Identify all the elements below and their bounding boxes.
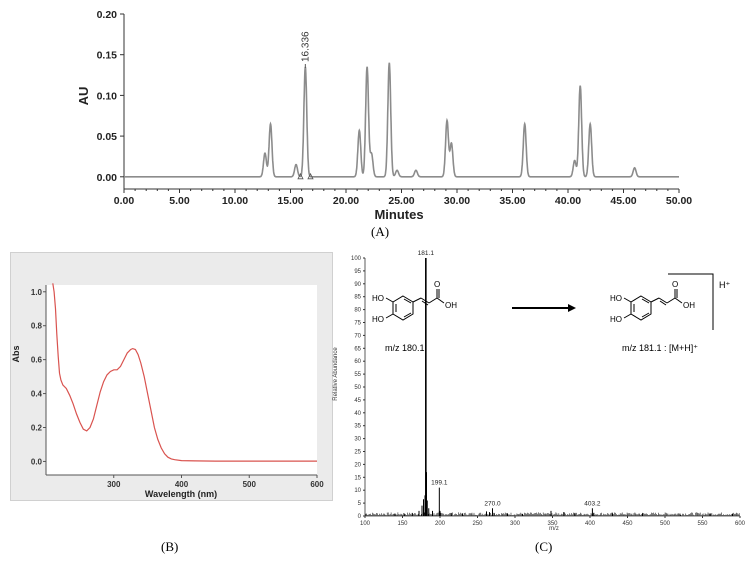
protonated-caffeic-acid-structure bbox=[623, 273, 714, 330]
y-tick-label: 60 bbox=[354, 359, 361, 365]
y-tick-label: 0.05 bbox=[97, 131, 118, 143]
y-tick-label: 65 bbox=[354, 346, 361, 352]
y-tick-label: 0.00 bbox=[97, 172, 118, 184]
x-axis-title: Minutes bbox=[374, 207, 423, 222]
integration-marker bbox=[297, 172, 304, 180]
x-tick-label: 5.00 bbox=[169, 195, 190, 207]
peak-mz-label: 199.1 bbox=[431, 480, 448, 487]
x-tick-label: 200 bbox=[435, 521, 446, 527]
x-tick-label: 300 bbox=[107, 480, 121, 489]
atom-label: OH bbox=[445, 301, 457, 310]
y-tick-label: 0.6 bbox=[31, 356, 43, 365]
x-tick-label: 600 bbox=[310, 480, 324, 489]
x-tick-label: 25.00 bbox=[388, 195, 414, 207]
chart-b: 300 400 500 600 0.0 0.2 0.4 0.6 0.8 1.0 Wavelengt… bbox=[11, 283, 324, 499]
uv-plot-area bbox=[46, 285, 317, 475]
y-tick-label: 100 bbox=[351, 256, 362, 262]
x-tick-label: 30.00 bbox=[444, 195, 470, 207]
x-tick-label: 500 bbox=[660, 521, 671, 527]
y-axis-title: Relative Abundance bbox=[333, 347, 339, 401]
y-tick-label: 70 bbox=[354, 333, 361, 339]
atom-label: HO bbox=[610, 315, 622, 324]
y-tick-label: 0.4 bbox=[31, 390, 43, 399]
y-tick-label: 40 bbox=[354, 411, 361, 417]
caffeic-acid-structure bbox=[385, 289, 445, 321]
y-tick-label: 20 bbox=[354, 462, 361, 468]
chromatogram-trace bbox=[124, 62, 679, 178]
y-tick-label: 1.0 bbox=[31, 288, 43, 297]
x-tick-label: 50.00 bbox=[666, 195, 692, 207]
y-tick-label: 10 bbox=[354, 488, 361, 494]
charge-label: H⁺ bbox=[719, 280, 730, 290]
x-tick-label: 550 bbox=[697, 521, 708, 527]
x-tick-label: 20.00 bbox=[333, 195, 359, 207]
y-tick-label: 45 bbox=[354, 398, 361, 404]
retention-time-label: 16.336 bbox=[300, 31, 311, 62]
y-tick-label: 75 bbox=[354, 321, 361, 327]
reaction-scheme: HO HO O OH m/z 180.1 HO HO O OH bbox=[372, 273, 730, 353]
panel-c-label: (C) bbox=[535, 539, 553, 554]
y-tick-label: 95 bbox=[354, 269, 361, 275]
y-tick-label: 15 bbox=[354, 475, 361, 481]
atom-label: HO bbox=[372, 315, 384, 324]
x-tick-label: 400 bbox=[175, 480, 189, 489]
peak-mz-label: 270.0 bbox=[484, 500, 501, 507]
x-tick-label: 600 bbox=[735, 521, 746, 527]
peak-mz-label: 181.1 bbox=[418, 250, 435, 257]
reactant-mz-label: m/z 180.1 bbox=[385, 343, 425, 353]
x-tick-label: 100 bbox=[360, 521, 371, 527]
y-tick-label: 55 bbox=[354, 372, 361, 378]
x-tick-label: 15.00 bbox=[277, 195, 303, 207]
x-tick-label: 400 bbox=[585, 521, 596, 527]
y-axis-title: Abs bbox=[11, 345, 21, 362]
x-tick-label: 40.00 bbox=[555, 195, 581, 207]
x-axis-title: m/z bbox=[549, 526, 559, 532]
atom-label: OH bbox=[683, 301, 695, 310]
y-tick-label: 0 bbox=[358, 514, 362, 520]
x-tick-label: 250 bbox=[472, 521, 483, 527]
uv-absorbance-trace bbox=[52, 283, 317, 462]
y-tick-label: 5 bbox=[358, 501, 362, 507]
y-tick-label: 30 bbox=[354, 437, 361, 443]
x-tick-label: 35.00 bbox=[499, 195, 525, 207]
y-tick-label: 50 bbox=[354, 385, 361, 391]
y-tick-label: 25 bbox=[354, 450, 361, 456]
x-tick-label: 450 bbox=[622, 521, 633, 527]
product-mz-label: m/z 181.1 : [M+H]⁺ bbox=[622, 343, 698, 353]
atom-label: HO bbox=[610, 294, 622, 303]
panel-a-label: (A) bbox=[371, 224, 390, 239]
atom-label: O bbox=[672, 280, 678, 289]
y-tick-label: 35 bbox=[354, 424, 361, 430]
y-tick-label: 0.20 bbox=[97, 9, 118, 21]
y-tick-label: 0.0 bbox=[31, 457, 43, 466]
y-tick-label: 0.10 bbox=[97, 90, 118, 102]
x-tick-label: 45.00 bbox=[610, 195, 636, 207]
x-tick-label: 300 bbox=[510, 521, 521, 527]
peak-mz-label: 403.2 bbox=[584, 500, 601, 507]
atom-label: HO bbox=[372, 294, 384, 303]
baseline-noise bbox=[365, 512, 740, 516]
reaction-arrow bbox=[512, 304, 576, 312]
y-tick-label: 0.2 bbox=[31, 424, 43, 433]
x-tick-label: 10.00 bbox=[222, 195, 248, 207]
chart-a: 0.00 5.00 10.00 15.00 20.00 25.00 30.00 35.00 40… bbox=[76, 9, 692, 222]
y-tick-label: 80 bbox=[354, 308, 361, 314]
y-tick-label: 85 bbox=[354, 295, 361, 301]
panel-b-label: (B) bbox=[161, 539, 179, 554]
chart-c: 100 150 200 250 300 350 400 450 500 550 600 0 5 10 15 2… bbox=[333, 250, 746, 532]
y-tick-label: 90 bbox=[354, 282, 361, 288]
x-axis-title: Wavelength (nm) bbox=[145, 489, 217, 499]
x-tick-label: 350 bbox=[547, 521, 558, 527]
atom-label: O bbox=[434, 280, 440, 289]
x-tick-label: 500 bbox=[243, 480, 257, 489]
y-axis-title: AU bbox=[76, 87, 91, 106]
y-tick-label: 0.15 bbox=[97, 50, 118, 62]
x-tick-label: 150 bbox=[397, 521, 408, 527]
x-tick-label: 0.00 bbox=[114, 195, 135, 207]
integration-marker bbox=[307, 172, 314, 180]
y-tick-label: 0.8 bbox=[31, 322, 43, 331]
